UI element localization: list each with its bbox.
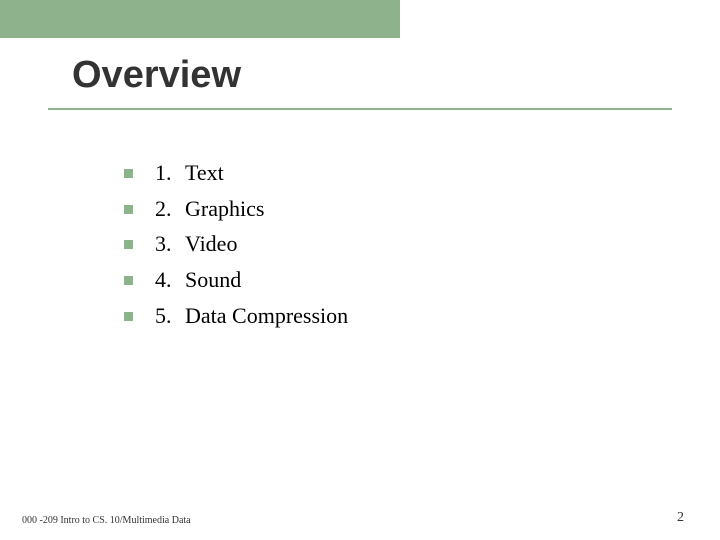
- list-item: 4. Sound: [124, 265, 348, 295]
- item-label: Video: [185, 229, 237, 259]
- slide-title: Overview: [72, 54, 241, 97]
- square-bullet-icon: [124, 276, 133, 285]
- item-number: 5.: [155, 301, 181, 331]
- list-item: 2. Graphics: [124, 194, 348, 224]
- square-bullet-icon: [124, 312, 133, 321]
- item-number: 3.: [155, 229, 181, 259]
- page-number: 2: [677, 510, 684, 526]
- item-number: 4.: [155, 265, 181, 295]
- overview-list: 1. Text 2. Graphics 3. Video 4. Sound 5.…: [124, 158, 348, 336]
- item-number: 2.: [155, 194, 181, 224]
- square-bullet-icon: [124, 169, 133, 178]
- item-number: 1.: [155, 158, 181, 188]
- list-item: 1. Text: [124, 158, 348, 188]
- footer-text: 000 -209 Intro to CS. 10/Multimedia Data: [22, 515, 191, 526]
- header-accent-bar: [0, 0, 400, 38]
- item-label: Graphics: [185, 194, 264, 224]
- item-label: Sound: [185, 265, 241, 295]
- list-item: 5. Data Compression: [124, 301, 348, 331]
- square-bullet-icon: [124, 240, 133, 249]
- square-bullet-icon: [124, 205, 133, 214]
- item-label: Text: [185, 158, 224, 188]
- title-underline: [48, 108, 672, 110]
- item-label: Data Compression: [185, 301, 348, 331]
- list-item: 3. Video: [124, 229, 348, 259]
